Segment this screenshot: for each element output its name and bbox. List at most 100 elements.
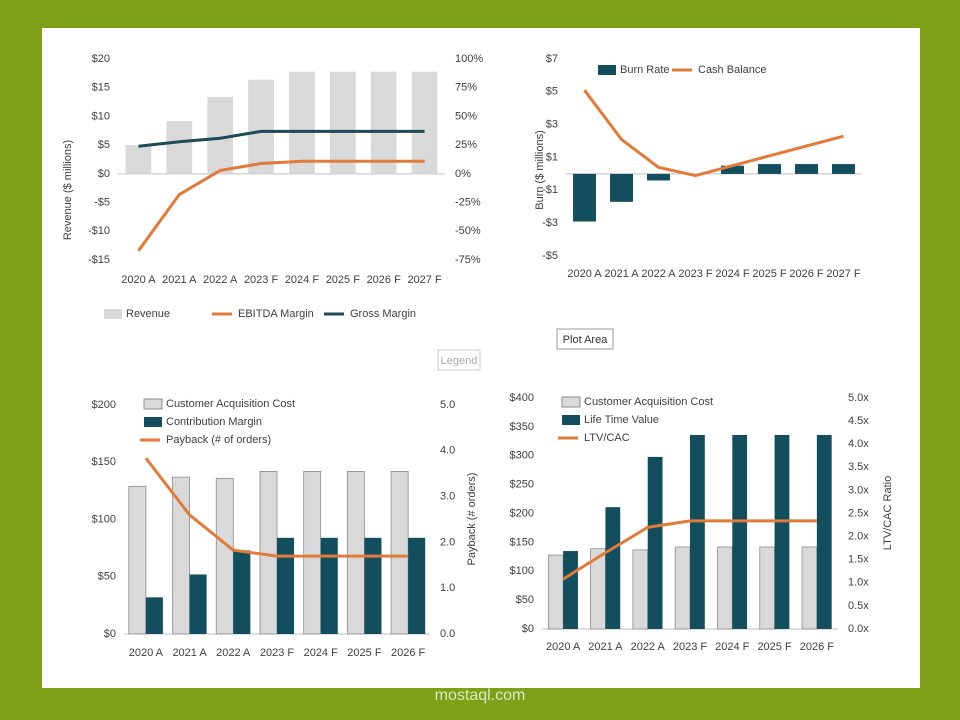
- y2-tick-label: 0.5x: [848, 600, 869, 612]
- y2-tick-label: 5.0: [440, 399, 455, 411]
- bar: [563, 551, 578, 629]
- legend-label: LTV/CAC: [584, 432, 630, 444]
- y2-tick-label: 4.0: [440, 445, 455, 457]
- x-tick-label: 2025 F: [757, 641, 792, 653]
- bar: [690, 434, 705, 629]
- x-tick-label: 2020 A: [121, 274, 156, 286]
- bar: [329, 71, 356, 174]
- x-tick-label: 2024 F: [285, 274, 320, 286]
- y2-tick-label: 2.0x: [848, 531, 869, 543]
- y2-tick-label: 0.0: [440, 628, 455, 640]
- x-tick-label: 2026 F: [367, 274, 402, 286]
- legend-label: Gross Margin: [350, 308, 416, 320]
- legend-swatch: [562, 415, 580, 425]
- y-tick-label: $300: [510, 450, 534, 462]
- legend-swatch: [144, 417, 162, 427]
- x-tick-label: 2024 F: [715, 641, 750, 653]
- y2-tick-label: 5.0x: [848, 392, 869, 404]
- bar: [390, 471, 409, 635]
- x-tick-label: 2021 A: [172, 647, 207, 659]
- y-tick-label: -$5: [94, 196, 110, 208]
- x-tick-label: 2020 A: [129, 647, 164, 659]
- y2-tick-label: 4.0x: [848, 438, 869, 450]
- y2-tick-label: 1.0: [440, 582, 455, 594]
- legend-label: Life Time Value: [584, 414, 659, 426]
- bar: [303, 471, 322, 635]
- y2-tick-label: 50%: [455, 110, 477, 122]
- y2-axis-title: Payback (# orders): [466, 473, 478, 566]
- bar: [759, 546, 775, 630]
- bar: [364, 537, 382, 634]
- x-tick-label: 2025 F: [752, 268, 787, 280]
- bar: [632, 549, 649, 630]
- y-tick-label: $100: [510, 565, 534, 577]
- annotation-box: [556, 328, 614, 350]
- x-tick-label: 2022 A: [641, 268, 676, 280]
- y2-tick-label: -25%: [455, 196, 481, 208]
- bar: [573, 173, 596, 222]
- legend-label: Cash Balance: [698, 64, 767, 76]
- y2-tick-label: 3.0: [440, 491, 455, 503]
- y-tick-label: $0: [98, 168, 110, 180]
- legend-swatch: [561, 396, 581, 408]
- legend-swatch: [598, 65, 616, 75]
- y-axis-title: Burn ($ millions): [534, 130, 546, 209]
- watermark: مستقل: [438, 650, 522, 681]
- y-tick-label: $150: [92, 456, 116, 468]
- x-tick-label: 2026 F: [391, 647, 426, 659]
- bar: [346, 471, 365, 635]
- bar: [370, 71, 397, 174]
- bar: [647, 173, 670, 181]
- legend-label: Revenue: [126, 308, 170, 320]
- x-tick-label: 2025 F: [347, 647, 382, 659]
- y-tick-label: $5: [98, 139, 110, 151]
- y2-tick-label: 1.0x: [848, 577, 869, 589]
- y2-tick-label: 3.0x: [848, 484, 869, 496]
- y-axis-title: Revenue ($ millions): [62, 140, 74, 240]
- bar: [189, 574, 207, 634]
- legend-label: Burn Rate: [620, 64, 670, 76]
- y2-tick-label: 0.0x: [848, 623, 869, 635]
- y-tick-label: $400: [510, 392, 534, 404]
- annotation: Plot Area: [563, 334, 609, 346]
- legend-label: EBITDA Margin: [238, 308, 314, 320]
- bar: [717, 546, 733, 630]
- bar: [277, 537, 295, 634]
- x-tick-label: 2020 A: [546, 641, 581, 653]
- x-tick-label: 2025 F: [326, 274, 361, 286]
- legend-label: Payback (# of orders): [166, 434, 271, 446]
- bar: [145, 597, 163, 634]
- x-tick-label: 2022 A: [631, 641, 666, 653]
- x-tick-label: 2023 F: [244, 274, 279, 286]
- y2-tick-label: 4.5x: [848, 415, 869, 427]
- x-tick-label: 2027 F: [407, 274, 442, 286]
- y-tick-label: $0: [522, 623, 534, 635]
- x-tick-label: 2027 F: [826, 268, 861, 280]
- x-tick-label: 2026 F: [800, 641, 835, 653]
- legend-swatch: [104, 309, 122, 319]
- line: [144, 457, 409, 558]
- legend-swatch: [143, 398, 163, 410]
- line: [137, 159, 425, 252]
- bar: [320, 537, 338, 634]
- y-tick-label: $15: [92, 82, 110, 94]
- y-tick-label: -$5: [542, 250, 558, 262]
- x-tick-label: 2023 F: [678, 268, 713, 280]
- x-tick-label: 2026 F: [789, 268, 824, 280]
- y-tick-label: $350: [510, 421, 534, 433]
- y2-axis-title: LTV/CAC Ratio: [882, 476, 894, 550]
- y2-tick-label: 3.5x: [848, 461, 869, 473]
- y-tick-label: $1: [546, 151, 558, 163]
- y2-tick-label: 25%: [455, 139, 477, 151]
- x-tick-label: 2021 A: [162, 274, 197, 286]
- x-tick-label: 2022 A: [216, 647, 251, 659]
- x-tick-label: 2024 F: [715, 268, 750, 280]
- y2-tick-label: 2.0: [440, 536, 455, 548]
- y-tick-label: $10: [92, 110, 110, 122]
- y-tick-label: $50: [98, 571, 116, 583]
- bar: [816, 434, 832, 629]
- y-tick-label: $50: [516, 594, 534, 606]
- bar: [166, 121, 193, 174]
